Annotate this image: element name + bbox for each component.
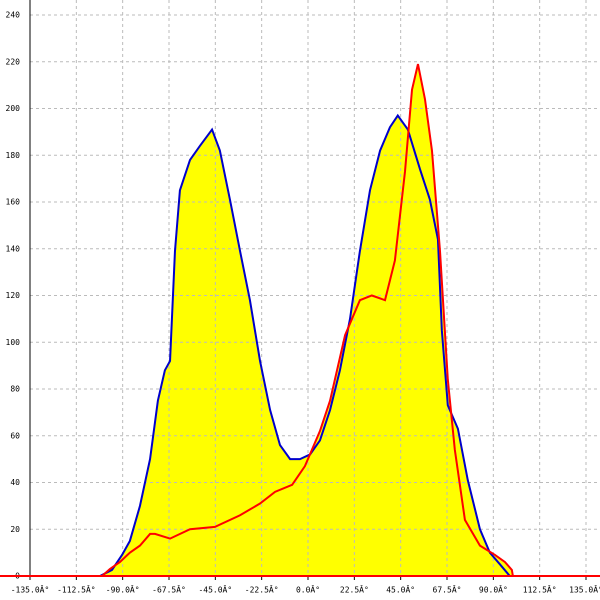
x-tick-label: 67.5Â° [433, 584, 462, 595]
y-tick-label: 140 [6, 244, 21, 253]
y-tick-label: 180 [6, 151, 21, 160]
fills [100, 64, 513, 577]
y-tick-label: 220 [6, 57, 21, 66]
x-tick-label: 0.0Â° [296, 584, 320, 595]
series-line [101, 63, 514, 577]
series-line [99, 113, 511, 577]
x-tick-label: -112.5Â° [57, 584, 96, 595]
y-tick-label: 60 [10, 431, 20, 440]
x-tick-label: 22.5Â° [340, 584, 369, 595]
y-tick-label: 240 [6, 11, 21, 20]
area-fill [102, 64, 513, 577]
y-tick-label: 100 [6, 338, 21, 347]
x-tick-label: -67.5Â° [152, 584, 186, 595]
x-tick-label: -22.5Â° [245, 584, 279, 595]
y-tick-label: 40 [10, 478, 20, 487]
x-tick-label: 45.0Â° [386, 584, 415, 595]
y-tick-label: 160 [6, 198, 21, 207]
x-tick-label: -135.0Â° [11, 584, 50, 595]
x-tick-label: -90.0Â° [106, 584, 140, 595]
y-tick-label: 20 [10, 525, 20, 534]
x-tick-label: 112.5Â° [523, 584, 557, 595]
y-tick-label: 120 [6, 291, 21, 300]
x-tick-label: -45.0Â° [198, 584, 232, 595]
y-tick-label: 80 [10, 385, 20, 394]
y-tick-label: 200 [6, 104, 21, 113]
lines [0, 63, 600, 577]
x-tick-label: 135.0Â° [569, 584, 600, 595]
x-tick-label: 90.0Â° [479, 584, 508, 595]
grid: 020406080100120140160180200220240-135.0Â… [6, 0, 600, 595]
